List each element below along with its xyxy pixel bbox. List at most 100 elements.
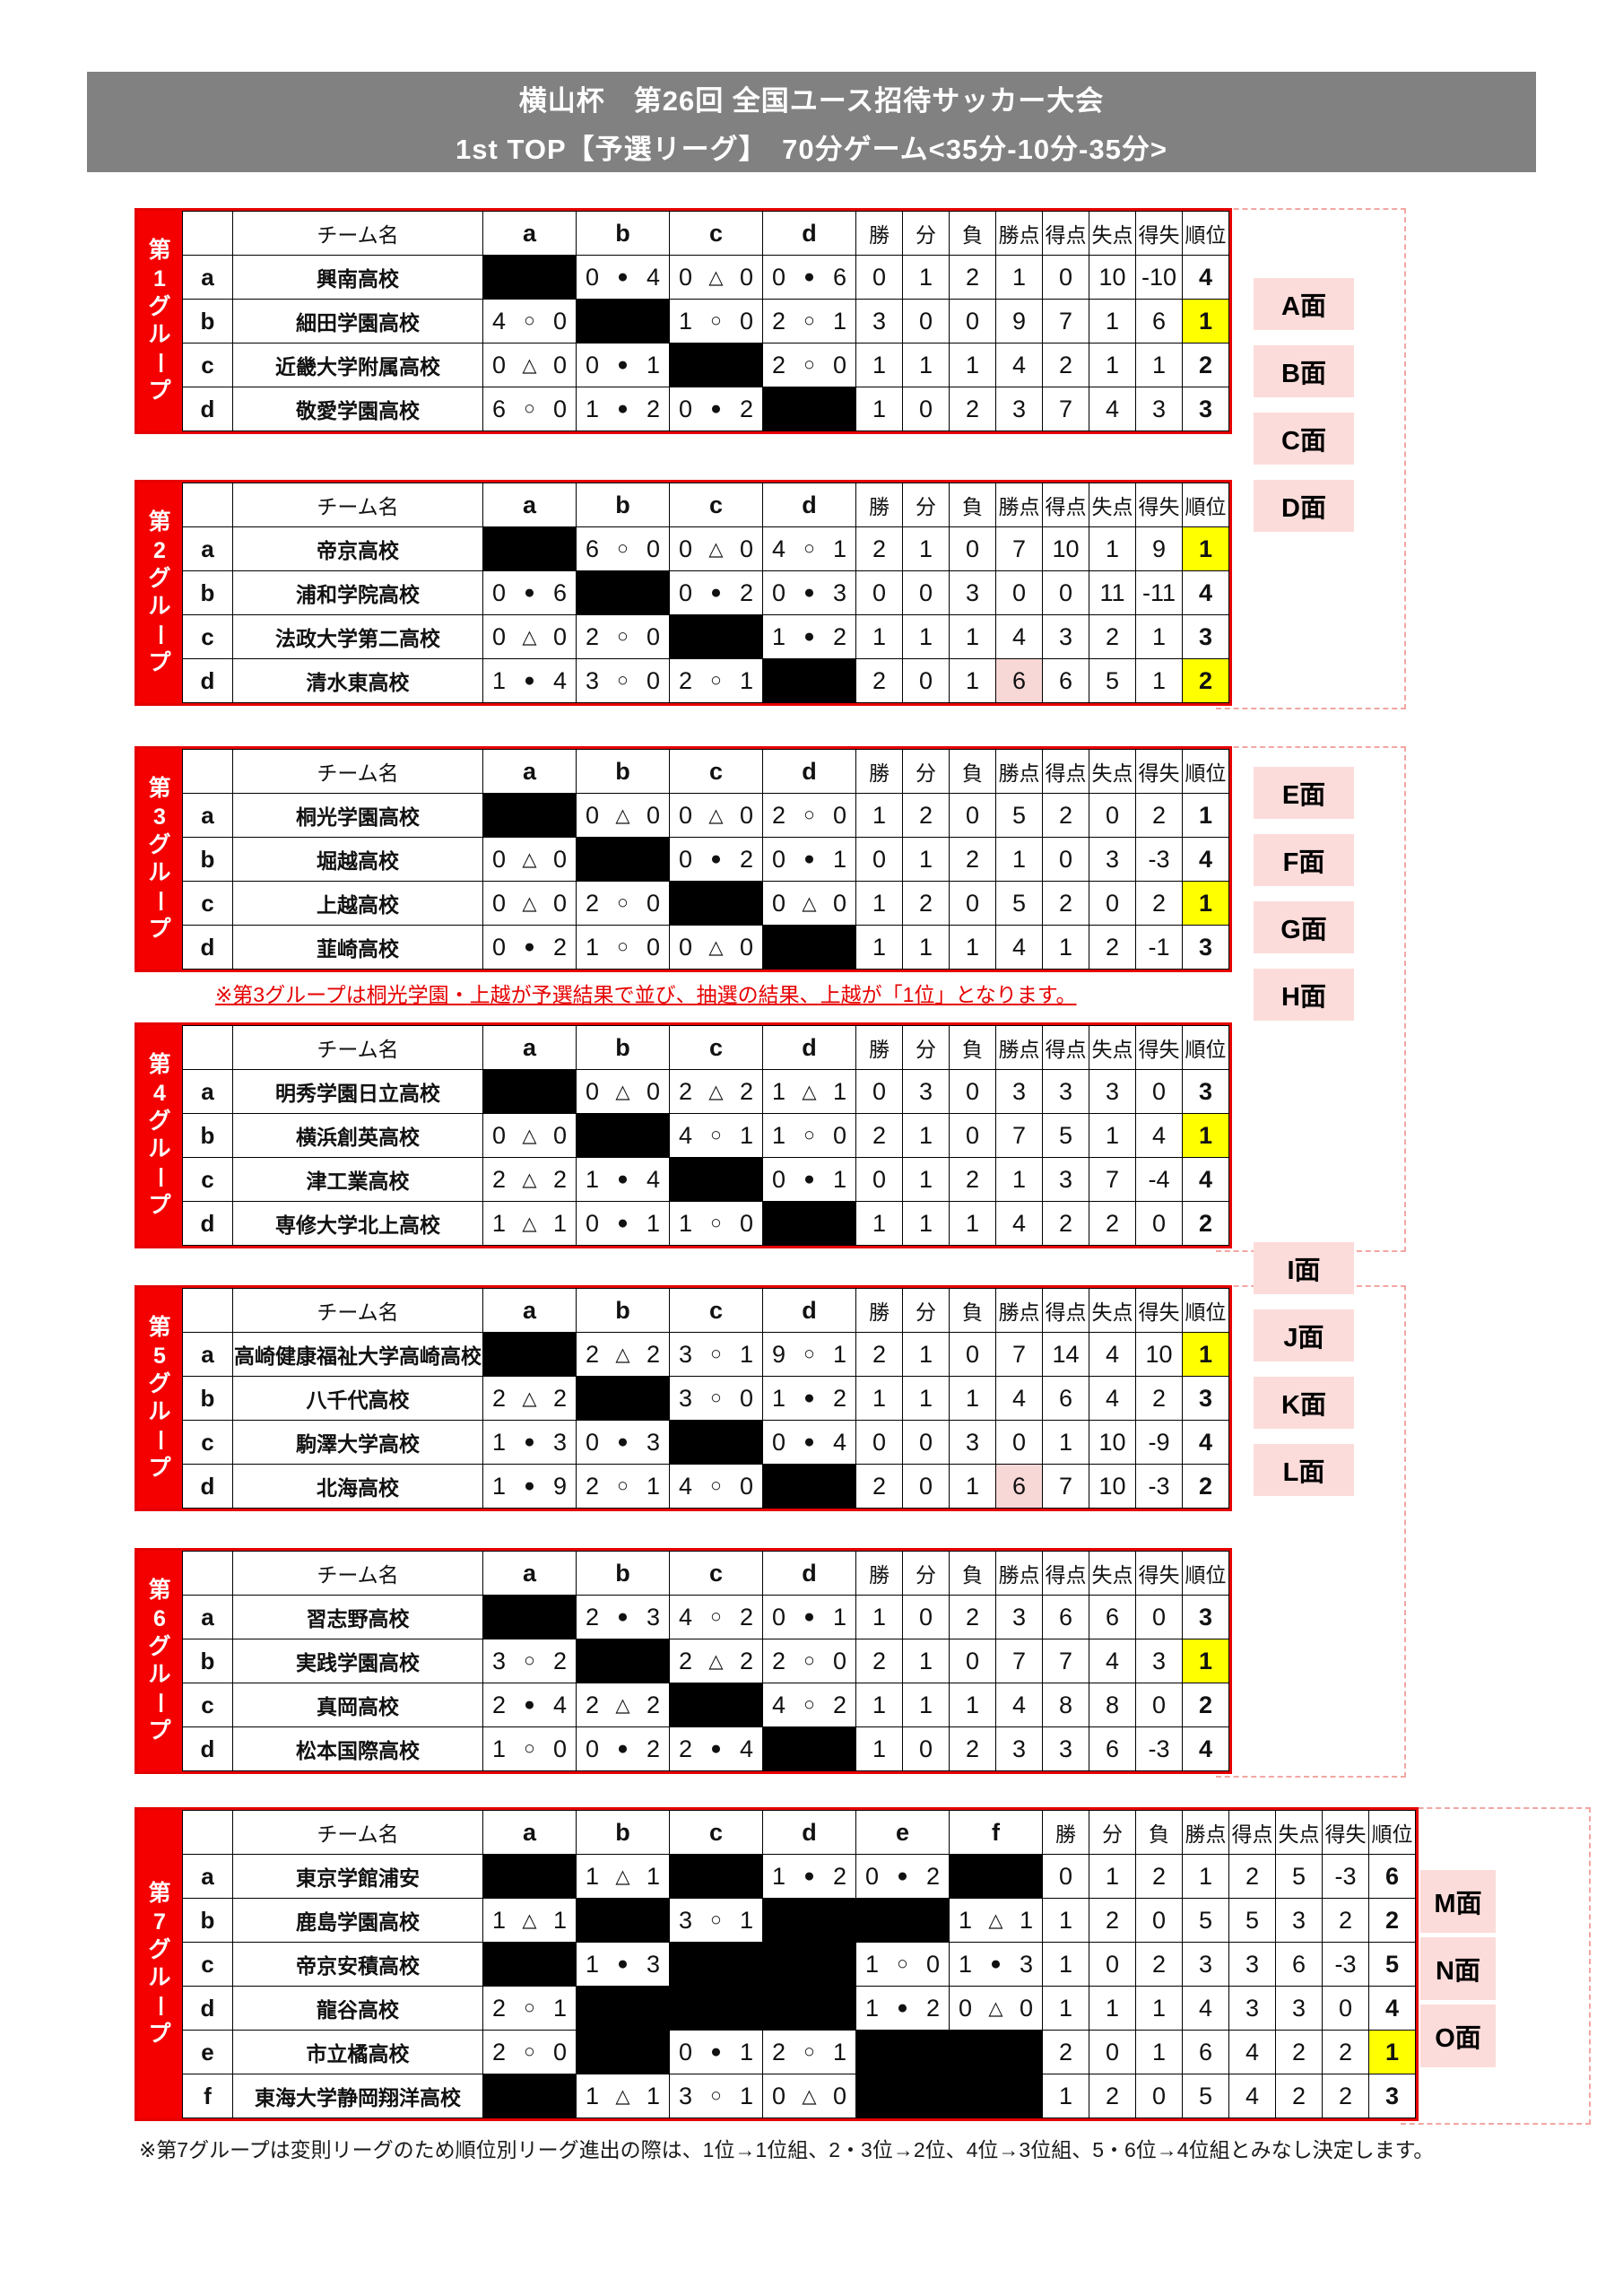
pitch-label-2: B面 xyxy=(1254,345,1354,397)
stat-wins-cell: 1 xyxy=(856,387,902,430)
result-score-right: 0 xyxy=(552,1121,567,1149)
result-cell: 4 ○ 1 xyxy=(763,527,855,570)
stat-gf-cell: 1 xyxy=(1043,1421,1089,1464)
pitch-label-1: A面 xyxy=(1254,278,1354,330)
result-cell: 2 ● 4 xyxy=(670,1727,762,1770)
stat-col-header-rank: 順位 xyxy=(1183,1026,1228,1069)
result-score-right: 3 xyxy=(646,1603,660,1631)
result-score-left: 2 xyxy=(772,307,786,335)
stat-draws-cell: 1 xyxy=(903,1114,949,1157)
result-score-right: 0 xyxy=(925,1950,940,1978)
result-symbol: ● xyxy=(803,1431,815,1452)
stat-gd-cell: 3 xyxy=(1136,1639,1182,1683)
result-cell: 3 ○ 0 xyxy=(670,1377,762,1420)
group-label-char: プ xyxy=(148,378,171,404)
result-symbol: ● xyxy=(617,1213,629,1233)
stat-draws-cell: 1 xyxy=(903,1158,949,1201)
stat-wins-cell: 2 xyxy=(856,1465,902,1508)
team-name: 鹿島学園高校 xyxy=(233,1899,482,1942)
result-symbol: △ xyxy=(988,1909,1003,1931)
row-letter: a xyxy=(183,794,232,837)
team-name: 明秀学園日立高校 xyxy=(233,1070,482,1113)
stat-wins-cell: 1 xyxy=(856,1683,902,1726)
result-symbol: △ xyxy=(522,848,537,870)
result-symbol: △ xyxy=(615,1694,630,1716)
stat-draws-cell: 1 xyxy=(903,615,949,658)
result-cell: 0 △ 0 xyxy=(670,256,762,299)
stat-losses-cell: 2 xyxy=(950,256,995,299)
stat-wins-cell: 1 xyxy=(856,344,902,387)
black-cell xyxy=(856,2031,949,2074)
group-label-char: 第 xyxy=(148,1315,171,1341)
result-score-right: 2 xyxy=(739,1077,753,1105)
result-score-right: 0 xyxy=(552,845,567,873)
stat-points-cell: 0 xyxy=(996,571,1042,614)
result-score-right: 0 xyxy=(646,889,660,917)
result-cell: 0 ● 3 xyxy=(577,1421,669,1464)
result-score-right: 0 xyxy=(739,1472,753,1500)
result-score-left: 1 xyxy=(772,1384,786,1412)
result-symbol: ○ xyxy=(803,1650,815,1671)
result-score-right: 1 xyxy=(646,351,660,378)
result-score-left: 0 xyxy=(772,263,786,291)
result-score-right: 1 xyxy=(552,1906,567,1934)
result-score-left: 1 xyxy=(492,1735,507,1762)
result-symbol: ○ xyxy=(803,538,815,559)
result-score-right: 2 xyxy=(646,395,660,422)
row-letter: a xyxy=(183,256,232,299)
result-cell: 9 ○ 1 xyxy=(763,1333,855,1376)
match-col-header-a: a xyxy=(483,1552,576,1595)
result-symbol: △ xyxy=(802,2085,817,2107)
result-score-right: 1 xyxy=(739,1340,753,1368)
result-score-right: 3 xyxy=(552,1428,567,1456)
stat-gd-cell: 2 xyxy=(1323,1899,1368,1942)
result-score-left: 0 xyxy=(492,889,507,917)
result-score-right: 2 xyxy=(552,933,567,961)
black-cell xyxy=(856,2074,949,2118)
stat-col-header-rank: 順位 xyxy=(1183,212,1228,255)
result-cell: 2 ○ 0 xyxy=(763,794,855,837)
stat-gd-cell: -3 xyxy=(1323,1943,1368,1986)
result-symbol: ○ xyxy=(710,1475,722,1496)
result-symbol: ○ xyxy=(710,670,722,691)
result-symbol: ○ xyxy=(710,310,722,331)
result-score-right: 1 xyxy=(739,1121,753,1149)
result-score-right: 2 xyxy=(646,1691,660,1718)
row-letter: b xyxy=(183,300,232,343)
stat-wins-cell: 2 xyxy=(856,1114,902,1157)
result-score-right: 1 xyxy=(1019,1906,1033,1934)
match-col-header-b: b xyxy=(577,1552,669,1595)
result-score-right: 4 xyxy=(552,1691,567,1718)
team-name: 龍谷高校 xyxy=(233,1987,482,2030)
black-cell xyxy=(483,1855,576,1898)
result-score-left: 2 xyxy=(586,1472,600,1500)
group-label-char: 3 xyxy=(153,804,166,830)
stat-col-header-points: 勝点 xyxy=(996,1026,1042,1069)
stat-col-header-gf: 得点 xyxy=(1043,483,1089,526)
result-symbol: ● xyxy=(803,582,815,603)
result-score-right: 0 xyxy=(832,2082,846,2109)
result-cell: 2 △ 2 xyxy=(577,1333,669,1376)
row-letter: b xyxy=(183,1639,232,1683)
stat-col-header-losses: 負 xyxy=(950,212,995,255)
team-name: 横浜創英高校 xyxy=(233,1114,482,1157)
result-symbol: ● xyxy=(803,1169,815,1189)
black-cell xyxy=(483,1943,576,1986)
result-cell: 0 △ 0 xyxy=(483,344,576,387)
result-cell: 0 ● 6 xyxy=(483,571,576,614)
group-label-char: 第 xyxy=(148,238,171,264)
stat-ga-cell: 0 xyxy=(1089,794,1135,837)
result-symbol: △ xyxy=(522,1909,537,1931)
black-cell xyxy=(763,1202,855,1245)
result-score-right: 0 xyxy=(832,889,846,917)
stat-gd-cell: -3 xyxy=(1136,838,1182,881)
group-label-char: 5 xyxy=(153,1343,166,1369)
stat-col-header-draws: 分 xyxy=(903,212,949,255)
result-symbol: ○ xyxy=(617,538,629,559)
group-label-char: 第 xyxy=(148,1881,171,1907)
stat-points-cell: 5 xyxy=(1183,2074,1228,2118)
stat-losses-cell: 2 xyxy=(950,838,995,881)
stat-points-cell: 5 xyxy=(996,794,1042,837)
